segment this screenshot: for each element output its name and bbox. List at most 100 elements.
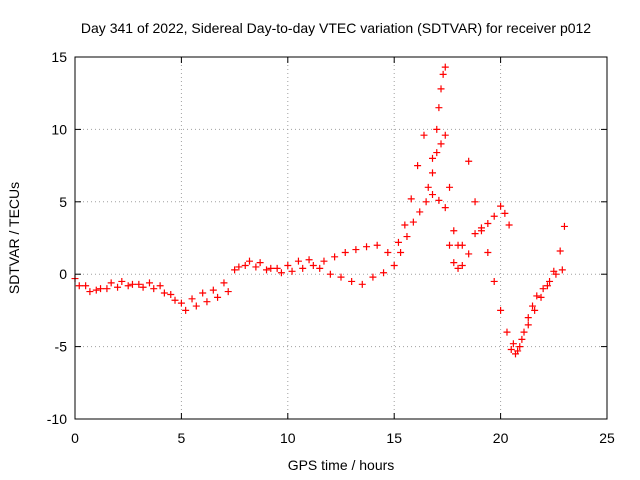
data-point — [424, 183, 432, 191]
data-point — [150, 285, 158, 293]
data-point — [458, 262, 466, 270]
data-point — [560, 222, 568, 230]
plot-frame — [74, 56, 608, 420]
series-track-e — [446, 202, 568, 355]
data-point — [267, 264, 275, 272]
data-point — [422, 198, 430, 206]
data-point — [454, 264, 462, 272]
data-point — [352, 246, 360, 254]
data-point — [167, 290, 175, 298]
data-point — [316, 264, 324, 272]
data-point — [309, 262, 317, 270]
data-point — [160, 289, 168, 297]
data-point — [524, 314, 532, 322]
data-point — [390, 262, 398, 270]
data-point — [484, 220, 492, 228]
y-axis-label: SDTVAR / TECUs — [6, 182, 22, 294]
data-point — [465, 250, 473, 258]
data-point — [543, 282, 551, 290]
data-point — [450, 227, 458, 235]
data-point — [429, 154, 437, 162]
data-point — [107, 279, 115, 287]
series-track-b — [75, 131, 428, 314]
data-point — [429, 169, 437, 177]
x-tick-label: 0 — [71, 430, 79, 446]
data-point — [235, 263, 243, 271]
data-point — [439, 70, 447, 78]
data-point — [401, 221, 409, 229]
data-point — [299, 264, 307, 272]
data-point — [75, 282, 83, 290]
series-track-c — [424, 63, 449, 191]
data-point — [348, 277, 356, 285]
data-point — [509, 340, 517, 348]
data-point — [203, 298, 211, 306]
data-point — [407, 195, 415, 203]
data-point — [531, 306, 539, 314]
data-point — [558, 266, 566, 274]
data-point — [326, 270, 334, 278]
data-point — [305, 256, 313, 264]
data-point — [245, 257, 253, 265]
data-point — [465, 157, 473, 165]
data-point — [182, 306, 190, 314]
data-point — [433, 125, 441, 133]
data-point — [145, 279, 153, 287]
data-point — [82, 282, 90, 290]
data-point — [416, 208, 424, 216]
data-point — [92, 286, 100, 294]
data-point — [435, 196, 443, 204]
x-tick-label: 20 — [493, 430, 509, 446]
y-tick-label: 10 — [51, 121, 67, 137]
y-tick-label: -5 — [55, 339, 68, 355]
x-tick-label: 25 — [599, 430, 615, 446]
data-point — [507, 345, 515, 353]
y-tick-label: -10 — [47, 411, 67, 427]
data-point — [384, 248, 392, 256]
data-point — [503, 328, 511, 336]
data-point — [403, 233, 411, 241]
data-point — [284, 262, 292, 270]
data-point — [156, 282, 164, 290]
data-point — [241, 262, 249, 270]
data-point — [446, 183, 454, 191]
data-point — [497, 202, 505, 210]
data-point — [86, 288, 94, 296]
data-point — [537, 293, 545, 301]
data-point — [192, 302, 200, 310]
data-point — [490, 277, 498, 285]
y-tick-label: 15 — [51, 49, 67, 65]
data-point — [263, 266, 271, 274]
data-point — [294, 257, 302, 265]
data-point — [437, 85, 445, 93]
data-point — [220, 279, 228, 287]
data-point — [446, 241, 454, 249]
data-point — [273, 264, 281, 272]
data-point — [97, 285, 105, 293]
data-point — [380, 269, 388, 277]
data-point — [373, 241, 381, 249]
data-point — [358, 280, 366, 288]
data-point — [124, 282, 132, 290]
data-point — [414, 162, 422, 170]
data-point — [369, 273, 377, 281]
data-point — [505, 221, 513, 229]
data-point — [450, 259, 458, 267]
data-point — [471, 198, 479, 206]
data-point — [471, 230, 479, 238]
data-point — [514, 347, 522, 355]
data-point — [441, 131, 449, 139]
data-point — [341, 248, 349, 256]
data-point — [524, 321, 532, 329]
data-point — [397, 248, 405, 256]
data-point — [516, 343, 524, 351]
data-point — [224, 288, 232, 296]
data-point — [458, 241, 466, 249]
data-point — [199, 289, 207, 297]
data-point — [529, 302, 537, 310]
data-point — [256, 259, 264, 267]
data-point — [114, 283, 122, 291]
data-point — [331, 253, 339, 261]
series-track-a — [71, 191, 449, 307]
